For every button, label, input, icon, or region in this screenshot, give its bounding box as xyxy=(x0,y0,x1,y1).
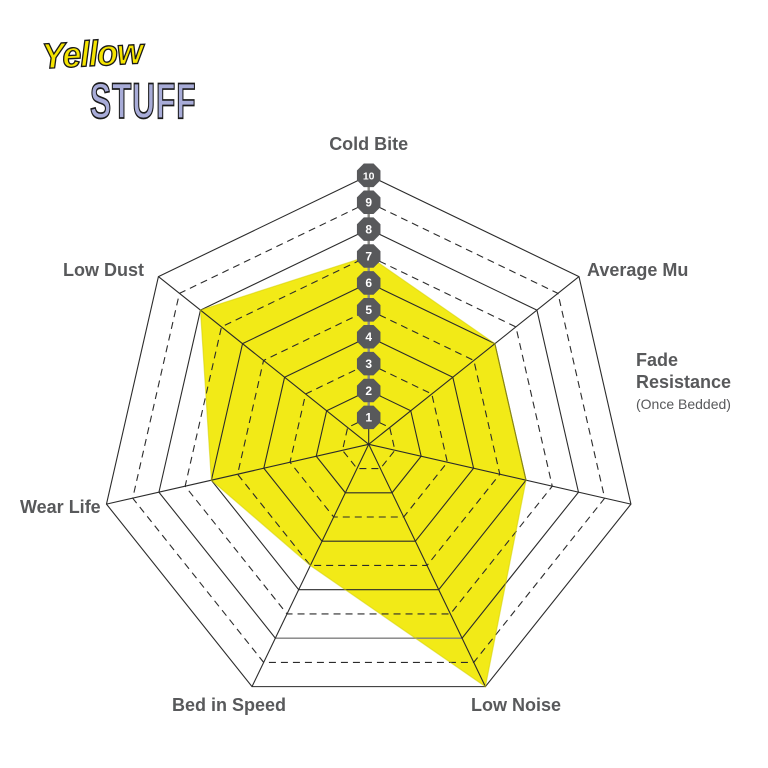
svg-text:4: 4 xyxy=(365,330,372,344)
svg-text:1: 1 xyxy=(365,411,372,425)
svg-text:2: 2 xyxy=(365,384,372,398)
svg-text:10: 10 xyxy=(363,171,375,183)
svg-text:9: 9 xyxy=(365,196,372,210)
svg-text:8: 8 xyxy=(365,222,372,236)
svg-text:3: 3 xyxy=(365,357,372,371)
svg-text:7: 7 xyxy=(365,249,372,263)
svg-text:5: 5 xyxy=(365,303,372,317)
svg-text:6: 6 xyxy=(365,276,372,290)
